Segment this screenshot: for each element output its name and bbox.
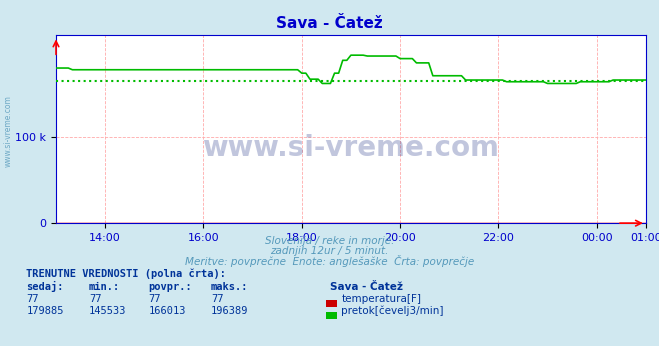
Text: TRENUTNE VREDNOSTI (polna črta):: TRENUTNE VREDNOSTI (polna črta): bbox=[26, 269, 226, 280]
Text: pretok[čevelj3/min]: pretok[čevelj3/min] bbox=[341, 305, 444, 316]
Text: 166013: 166013 bbox=[148, 306, 186, 316]
Text: sedaj:: sedaj: bbox=[26, 281, 64, 292]
Text: 77: 77 bbox=[26, 294, 39, 304]
Text: Slovenija / reke in morje.: Slovenija / reke in morje. bbox=[265, 236, 394, 246]
Text: povpr.:: povpr.: bbox=[148, 282, 192, 292]
Text: 145533: 145533 bbox=[89, 306, 127, 316]
Text: zadnjih 12ur / 5 minut.: zadnjih 12ur / 5 minut. bbox=[270, 246, 389, 256]
Text: temperatura[F]: temperatura[F] bbox=[341, 294, 421, 304]
Text: 77: 77 bbox=[148, 294, 161, 304]
Text: 179885: 179885 bbox=[26, 306, 64, 316]
Text: maks.:: maks.: bbox=[211, 282, 248, 292]
Text: Meritve: povprečne  Enote: anglešaške  Črta: povprečje: Meritve: povprečne Enote: anglešaške Črt… bbox=[185, 255, 474, 267]
Text: min.:: min.: bbox=[89, 282, 120, 292]
Text: www.si-vreme.com: www.si-vreme.com bbox=[3, 95, 13, 167]
Text: 196389: 196389 bbox=[211, 306, 248, 316]
Text: Sava - Čatež: Sava - Čatež bbox=[330, 282, 403, 292]
Text: www.si-vreme.com: www.si-vreme.com bbox=[202, 134, 500, 162]
Text: 77: 77 bbox=[211, 294, 223, 304]
Text: 77: 77 bbox=[89, 294, 101, 304]
Text: Sava - Čatež: Sava - Čatež bbox=[276, 16, 383, 30]
